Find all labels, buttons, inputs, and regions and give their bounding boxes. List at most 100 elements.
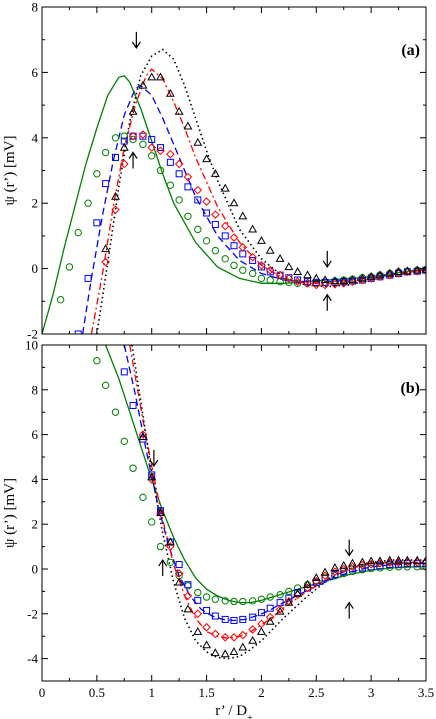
data-point-square <box>175 561 183 569</box>
data-point-diamond <box>284 274 294 283</box>
data-point-triangle <box>183 604 193 613</box>
data-point-square <box>184 183 192 191</box>
data-point-triangle <box>348 558 357 567</box>
data-point-circle <box>139 140 147 149</box>
data-point-diamond <box>275 270 285 280</box>
data-point-square <box>112 153 120 161</box>
panel-b-ticks: 0 0.5 1 1.5 2 2.5 3 3.5 -4 -2 0 2 4 6 8 10 <box>25 338 434 701</box>
data-point-diamond <box>220 221 230 231</box>
data-point-square <box>156 507 164 515</box>
data-point-triangle <box>357 273 367 282</box>
data-point-triangle <box>320 275 330 284</box>
data-point-triangle <box>394 555 404 564</box>
data-point-circle <box>148 152 156 160</box>
data-point-circle <box>367 564 375 573</box>
panel-a-arrows <box>128 31 332 311</box>
data-point-square <box>156 144 164 152</box>
data-point-square <box>257 263 265 271</box>
data-point-square <box>74 330 82 334</box>
x-tick-label: 1.5 <box>198 685 214 700</box>
data-point-square <box>148 135 156 143</box>
data-point-triangle <box>174 106 184 115</box>
data-point-circle <box>139 493 147 502</box>
data-point-triangle <box>394 267 404 275</box>
data-point-circle <box>230 597 238 606</box>
data-point-square <box>211 612 219 620</box>
data-point-circle <box>239 266 247 274</box>
data-point-circle <box>93 170 101 178</box>
data-point-square <box>203 606 211 614</box>
data-point-circle <box>202 593 211 601</box>
data-point-square <box>285 594 293 602</box>
data-point-triangle <box>402 266 412 275</box>
arrow-down-icon <box>344 539 354 557</box>
data-point-diamond <box>220 633 230 642</box>
data-point-triangle <box>138 432 148 440</box>
data-point-diamond <box>248 625 257 634</box>
data-point-triangle <box>275 606 285 615</box>
data-point-triangle <box>385 555 395 564</box>
data-point-diamond <box>202 197 211 206</box>
data-point-triangle <box>101 244 111 253</box>
data-point-triangle <box>412 265 422 274</box>
data-point-triangle <box>165 537 175 546</box>
data-point-circle <box>202 237 211 245</box>
data-point-diamond <box>238 243 248 252</box>
data-point-triangle <box>174 577 184 586</box>
data-point-circle <box>120 437 128 446</box>
x-axis-title-subscript: + <box>247 713 253 719</box>
data-point-circle <box>129 464 137 472</box>
data-point-circle <box>239 597 247 606</box>
x-tick-label: 3.5 <box>418 685 434 700</box>
y-tick-label: 8 <box>32 0 39 15</box>
data-point-triangle <box>330 276 340 285</box>
arrow-up-icon <box>322 293 332 311</box>
arrow-up-icon <box>344 601 354 619</box>
y-tick-label: 10 <box>25 338 38 353</box>
data-point-circle <box>285 587 293 596</box>
panel-b-label: (b) <box>400 380 420 397</box>
data-point-circle <box>111 134 120 142</box>
arrow-down-icon <box>131 31 141 49</box>
data-point-triangle <box>330 563 340 571</box>
data-point-triangle <box>202 640 212 649</box>
y-tick-label: 6 <box>32 427 39 442</box>
data-point-diamond <box>303 279 312 288</box>
data-point-triangle <box>265 245 275 254</box>
data-point-diamond <box>193 609 203 619</box>
data-point-diamond <box>128 131 138 141</box>
data-point-circle <box>156 542 165 551</box>
data-point-diamond <box>174 569 184 578</box>
data-point-square <box>376 562 384 570</box>
series-line-solid <box>42 74 426 334</box>
data-point-square <box>166 158 174 166</box>
data-point-diamond <box>229 233 239 242</box>
data-point-triangle <box>303 579 312 588</box>
data-point-diamond <box>366 559 376 569</box>
panel-a-frame <box>41 6 427 335</box>
data-point-circle <box>184 212 192 220</box>
panel-a-label: (a) <box>401 42 420 59</box>
y-tick-label: 2 <box>32 196 39 211</box>
data-point-triangle <box>303 270 312 279</box>
y-tick-label: -2 <box>27 606 38 621</box>
data-point-triangle <box>311 273 321 282</box>
data-point-square <box>184 581 192 589</box>
data-point-triangle <box>229 647 239 655</box>
data-point-triangle <box>210 648 220 657</box>
data-point-triangle <box>156 508 165 517</box>
data-point-triangle <box>147 472 157 481</box>
series-line-dashed <box>81 84 426 334</box>
data-point-circle <box>248 269 257 278</box>
data-point-circle <box>93 356 101 365</box>
data-point-circle <box>211 595 220 603</box>
data-point-square <box>221 232 229 240</box>
data-point-diamond <box>193 185 203 195</box>
y-tick-label: -4 <box>27 651 38 666</box>
data-point-circle <box>230 261 238 270</box>
data-point-triangle <box>128 106 138 115</box>
x-axis-title-main: r’ / D <box>215 703 247 719</box>
data-point-diamond <box>248 252 257 262</box>
data-point-triangle <box>320 567 330 576</box>
